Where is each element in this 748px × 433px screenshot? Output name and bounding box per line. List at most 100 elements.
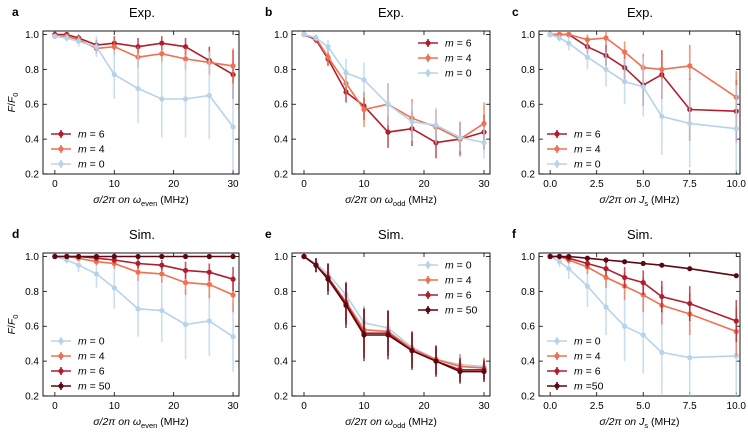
legend-var: m bbox=[78, 336, 87, 348]
data-point bbox=[687, 63, 693, 69]
series-line bbox=[549, 255, 737, 359]
legend-swatch-marker bbox=[58, 383, 64, 389]
plot-frame-c bbox=[538, 30, 741, 175]
legend-entry: m =50 bbox=[574, 381, 604, 393]
x-axis-label-d: σ/2π on ωeven (MHz) bbox=[93, 416, 189, 430]
data-point bbox=[76, 253, 82, 260]
legend-entry: m = 50 bbox=[445, 305, 478, 317]
legend-var: m bbox=[574, 351, 583, 363]
legend-eq: = 4 bbox=[583, 144, 601, 156]
legend-eq: = 0 bbox=[454, 260, 472, 272]
legend-b: m = 6m = 4m = 0 bbox=[418, 38, 472, 80]
x-axis-label-a: σ/2π on ωeven (MHz) bbox=[93, 194, 189, 208]
data-point bbox=[603, 304, 609, 310]
data-point bbox=[433, 358, 439, 364]
legend-entry: m = 6 bbox=[445, 290, 472, 302]
data-point bbox=[159, 307, 165, 314]
y-label-sub: 0 bbox=[11, 315, 20, 319]
legend-var: m bbox=[78, 129, 87, 141]
x-label-suffix: (MHz) bbox=[157, 416, 189, 428]
y-tick-label-c: 0.8 bbox=[521, 65, 535, 76]
legend-swatch-marker bbox=[425, 55, 431, 61]
chart-e: 0 10 20 30 0.2 0.4 0.6 0.8 1.0 σ/2π on ωodd (MHz)… bbox=[274, 252, 491, 430]
data-point bbox=[584, 37, 590, 43]
legend-var: m bbox=[445, 68, 454, 80]
data-point bbox=[111, 44, 117, 50]
data-point bbox=[111, 285, 117, 291]
legend-entry: m = 6 bbox=[574, 129, 601, 141]
data-point bbox=[206, 269, 212, 275]
legend-var: m bbox=[445, 260, 454, 272]
legend-entry: m = 0 bbox=[78, 159, 105, 171]
x-tick-label-b: 30 bbox=[478, 179, 490, 190]
data-point bbox=[659, 66, 665, 72]
data-point bbox=[659, 349, 665, 356]
data-point bbox=[325, 276, 331, 282]
legend-eq: = 50 bbox=[454, 305, 478, 317]
legend-swatch-marker bbox=[554, 383, 560, 389]
series-line bbox=[303, 255, 485, 368]
data-point bbox=[325, 54, 331, 60]
y-tick-label-f: 0.6 bbox=[521, 322, 535, 333]
panel-e-letter: e bbox=[265, 227, 272, 241]
legend-eq: = 6 bbox=[454, 290, 472, 302]
y-tick-label-b: 0.6 bbox=[274, 100, 288, 111]
legend-eq: = 4 bbox=[454, 53, 472, 65]
legend-swatch-marker bbox=[554, 131, 560, 137]
data-point bbox=[733, 273, 739, 279]
x-label-symbol: J bbox=[638, 416, 645, 428]
chart-c: 0.0 2.5 5.0 7.5 10.0 0.2 0.4 0.6 0.8 1.0 σ/2π on J… bbox=[521, 30, 746, 208]
legend-eq: = 6 bbox=[583, 366, 601, 378]
legend-var: m bbox=[445, 290, 454, 302]
data-point bbox=[230, 124, 236, 130]
legend-swatch-marker bbox=[58, 146, 64, 152]
legend-var: m bbox=[445, 38, 454, 50]
legend-eq: = 0 bbox=[87, 336, 105, 348]
data-point bbox=[182, 44, 189, 50]
series-line bbox=[303, 33, 485, 141]
panel-d-title: Sim. bbox=[129, 227, 155, 242]
data-point bbox=[556, 259, 563, 265]
panel-f: f Sim. bbox=[512, 227, 653, 242]
series-line bbox=[550, 255, 737, 322]
x-label-sub: s bbox=[644, 421, 648, 430]
data-point bbox=[481, 140, 487, 146]
data-point bbox=[159, 40, 165, 46]
legend-eq: = 4 bbox=[454, 275, 472, 287]
x-tick-label-b: 0 bbox=[301, 179, 307, 190]
x-axis-label-f: σ/2π on Js (MHz) bbox=[599, 416, 679, 430]
data-point bbox=[159, 253, 165, 260]
data-point bbox=[687, 355, 693, 361]
legend-entry: m = 4 bbox=[574, 351, 601, 363]
legend-var: m bbox=[78, 366, 87, 378]
legend-swatch-marker bbox=[554, 146, 560, 152]
legend-eq: = 6 bbox=[87, 129, 105, 141]
y-tick-label-e: 0.4 bbox=[274, 357, 288, 368]
panel-d-letter: d bbox=[12, 227, 19, 241]
legend-swatch-marker bbox=[425, 70, 431, 76]
y-tick-label-f: 0.2 bbox=[521, 392, 535, 403]
panel-f-title: Sim. bbox=[627, 227, 653, 242]
x-label-prefix: σ/2π on bbox=[345, 194, 385, 206]
x-tick-label-d: 30 bbox=[227, 401, 239, 412]
data-point bbox=[433, 122, 439, 128]
legend-swatch-marker bbox=[58, 353, 64, 359]
x-label-suffix: (MHz) bbox=[405, 416, 437, 428]
data-point bbox=[603, 266, 609, 272]
data-point bbox=[584, 260, 590, 267]
series-line bbox=[54, 35, 234, 67]
data-point bbox=[603, 257, 609, 263]
legend-eq: = 4 bbox=[583, 351, 601, 363]
plot-frame-e bbox=[291, 252, 491, 397]
plot-frame-b bbox=[291, 30, 491, 175]
legend-eq: =50 bbox=[583, 381, 604, 393]
data-point bbox=[206, 318, 212, 324]
data-point bbox=[584, 283, 590, 289]
data-point bbox=[159, 96, 165, 102]
y-tick-label-b: 0.8 bbox=[274, 65, 288, 76]
x-label-symbol: ω bbox=[133, 416, 141, 428]
series-line bbox=[54, 255, 234, 338]
y-axis-label-d: F/F0 bbox=[6, 315, 20, 335]
y-tick-label-c: 0.2 bbox=[521, 170, 535, 181]
x-label-prefix: σ/2π on bbox=[93, 416, 133, 428]
